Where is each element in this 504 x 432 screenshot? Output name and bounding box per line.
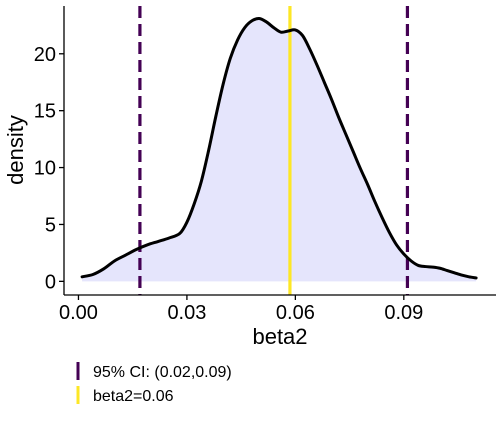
x-tick-label: 0.03 — [167, 302, 206, 324]
y-tick-label: 5 — [45, 214, 56, 236]
y-tick-label: 0 — [45, 271, 56, 293]
legend-label-estimate: beta2=0.06 — [93, 388, 174, 405]
legend-label-ci: 95% CI: (0.02,0.09) — [93, 364, 232, 381]
x-tick-label: 0.09 — [384, 302, 423, 324]
x-tick-label: 0.00 — [59, 302, 98, 324]
axes: 0.00 0.03 0.06 0.09 0 5 10 15 20 — [34, 6, 496, 324]
x-tick-label: 0.06 — [276, 302, 315, 324]
legend-item-ci: 95% CI: (0.02,0.09) — [76, 362, 232, 381]
plot-area — [80, 6, 478, 295]
x-axis-title: beta2 — [252, 324, 307, 349]
y-tick-label: 15 — [34, 101, 56, 123]
legend: 95% CI: (0.02,0.09) beta2=0.06 — [76, 362, 232, 405]
density-area — [82, 18, 477, 282]
y-tick-label: 20 — [34, 44, 56, 66]
density-curve — [80, 17, 478, 280]
y-axis-title: density — [3, 115, 28, 185]
legend-item-estimate: beta2=0.06 — [76, 386, 174, 405]
y-tick-label: 10 — [34, 158, 56, 180]
